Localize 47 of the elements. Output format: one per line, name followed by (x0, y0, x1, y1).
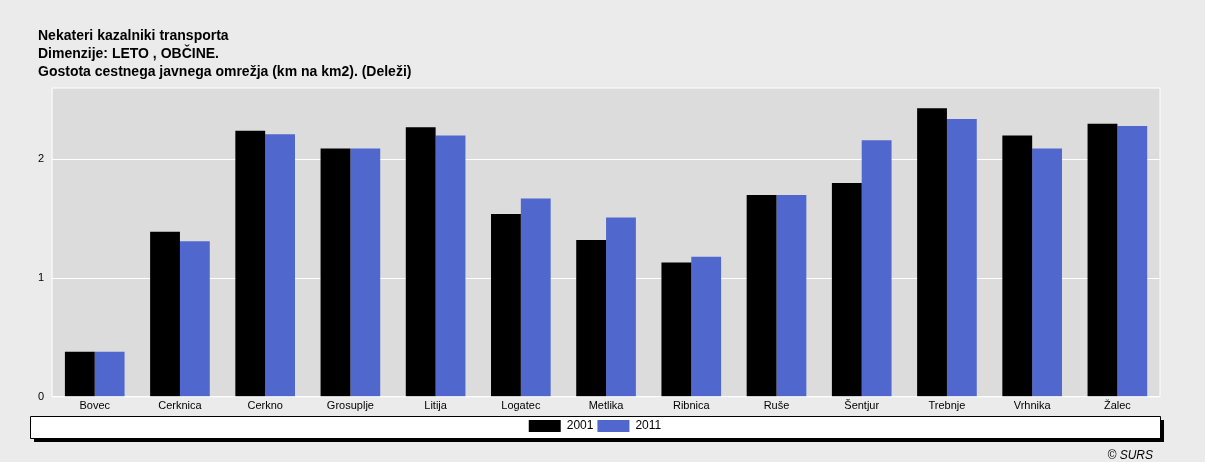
bar (661, 262, 692, 397)
bar (746, 194, 777, 397)
bar (405, 127, 436, 397)
legend-label: 2011 (635, 418, 662, 433)
bar (350, 148, 381, 397)
x-tick-label: Logatec (501, 399, 541, 412)
legend-label: 2001 (566, 418, 594, 433)
bar (491, 213, 521, 397)
x-tick-label: Cerkno (247, 399, 283, 412)
bar (776, 194, 807, 397)
bar (946, 118, 977, 397)
bar (150, 231, 180, 397)
y-tick-label: 0 (37, 389, 45, 402)
chart-subtitle: Dimenzije: LETO , OBČINE. Gostota cestnega javnega omrežja (km na km2). (Deleži) (38, 44, 412, 80)
bar (179, 241, 210, 397)
y-tick-label: 1 (37, 271, 45, 284)
bar (691, 256, 722, 397)
x-tick-label: Ruše (763, 399, 790, 412)
bar (831, 183, 862, 397)
bar (1117, 126, 1148, 397)
x-tick-label: Metlika (588, 399, 625, 412)
x-tick-label: Grosuplje (326, 399, 374, 412)
bar (606, 217, 636, 397)
chart-title: Nekateri kazalniki transporta (38, 26, 230, 44)
bar (265, 134, 295, 397)
bar (435, 135, 466, 397)
x-tick-label: Šentjur (844, 399, 880, 412)
bar (94, 351, 125, 397)
bar (64, 351, 95, 397)
x-tick-label: Trebnje (928, 399, 966, 412)
bar (1032, 148, 1062, 397)
text: © SURS (1107, 448, 1153, 462)
bar (235, 130, 266, 397)
y-tick-label: 2 (37, 152, 45, 165)
bar (576, 240, 607, 397)
bar (320, 148, 351, 397)
x-tick-label: Bovec (79, 399, 111, 412)
bar (1002, 135, 1033, 397)
bar (861, 140, 892, 397)
x-tick-label: Vrhnika (1013, 399, 1052, 412)
x-tick-label: Žalec (1103, 399, 1132, 412)
bar (1087, 123, 1118, 397)
bar (917, 108, 947, 397)
bar (520, 198, 551, 397)
x-tick-label: Ribnica (672, 399, 711, 412)
x-tick-label: Cerknica (158, 399, 203, 412)
x-tick-label: Litija (424, 399, 448, 412)
